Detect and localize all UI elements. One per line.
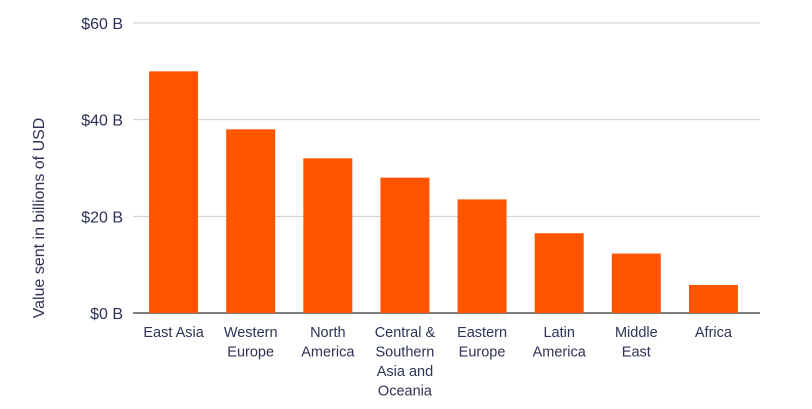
bar (688, 284, 738, 313)
x-axis-ticks: East Asia Western Europe North America Centra… (143, 325, 733, 400)
y-axis-ticks: $0 B $20 B $40 B $60 B (81, 16, 123, 323)
x-tick-label-line: America (301, 345, 355, 361)
bar (380, 177, 430, 313)
x-tick-label-line: North (310, 325, 345, 341)
bar (149, 71, 199, 313)
x-tick-label-line: Asia and (377, 364, 433, 380)
x-tick-label-line: Southern (376, 345, 435, 361)
x-tick-label: North America (301, 325, 355, 361)
x-tick-label: Latin America (533, 325, 587, 361)
bar (611, 253, 661, 313)
x-tick-label-line: America (533, 345, 587, 361)
bar (226, 129, 276, 313)
x-tick-label: Western Europe (224, 325, 278, 361)
y-tick-label: $0 B (90, 306, 123, 323)
x-tick-label-line: Latin (543, 325, 574, 341)
x-tick-label: Africa (695, 325, 733, 341)
x-tick-label: Central & Southern Asia and Oceania (375, 325, 436, 400)
x-tick-label-line: Eastern (457, 325, 507, 341)
x-tick-label: East Asia (143, 325, 204, 341)
y-tick-label: $40 B (81, 113, 123, 130)
x-tick-label-line: Western (224, 325, 278, 341)
x-tick-label: Eastern Europe (457, 325, 507, 361)
x-tick-label-line: East (622, 345, 651, 361)
x-tick-label-line: Oceania (378, 384, 433, 400)
x-tick-label: Middle East (615, 325, 658, 361)
bar (534, 233, 584, 313)
y-tick-label: $60 B (81, 16, 123, 33)
bar (457, 199, 507, 313)
x-tick-label-line: East Asia (143, 325, 204, 341)
y-axis-title: Value sent in billions of USD (31, 118, 48, 319)
bar (303, 158, 353, 313)
y-tick-label: $20 B (81, 209, 123, 226)
x-tick-label-line: Europe (227, 345, 274, 361)
x-tick-label-line: Africa (695, 325, 733, 341)
bars (149, 71, 738, 313)
x-tick-label-line: Middle (615, 325, 658, 341)
x-tick-label-line: Central & (375, 325, 436, 341)
x-tick-label-line: Europe (459, 345, 506, 361)
